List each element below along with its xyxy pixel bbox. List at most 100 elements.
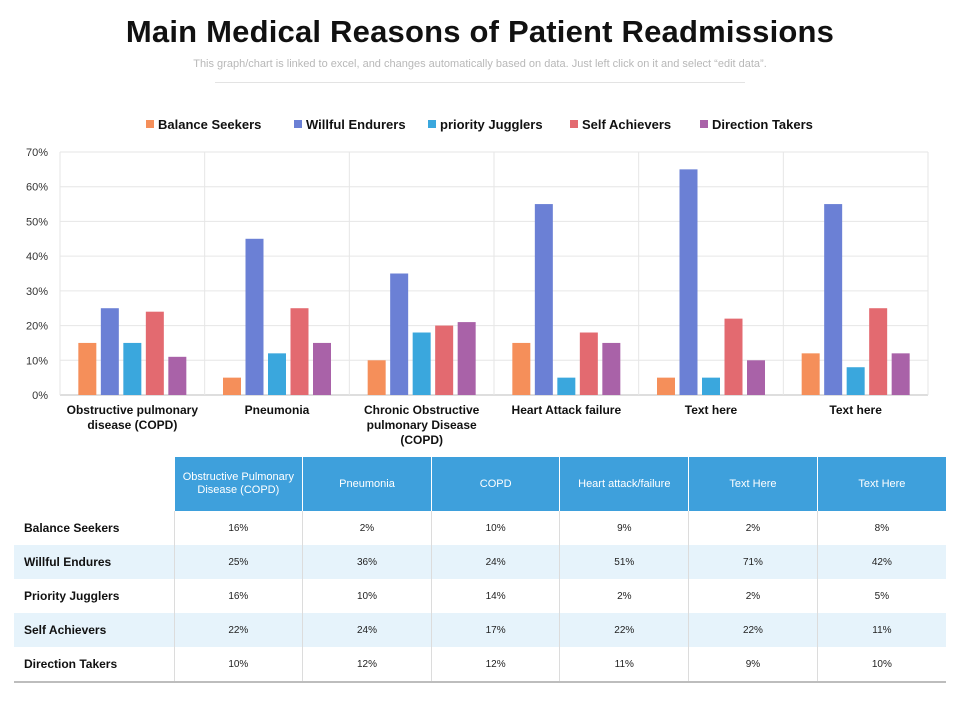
table-cell: 2% [302, 511, 432, 545]
bar[interactable] [223, 377, 241, 395]
table-cell: 11% [559, 647, 689, 683]
y-tick-label: 50% [26, 216, 48, 228]
bar[interactable] [268, 353, 286, 395]
legend-swatch [700, 120, 708, 128]
bar[interactable] [313, 342, 331, 395]
table-cell: 10% [173, 647, 303, 683]
table-col-header: Pneumonia [302, 457, 432, 511]
table-cell: 10% [302, 579, 432, 613]
legend-swatch [570, 120, 578, 128]
y-tick-label: 0% [32, 390, 48, 402]
x-tick-label: Text here [685, 403, 738, 417]
legend-label: Self Achievers [582, 117, 671, 132]
table-cell: 71% [688, 545, 818, 579]
y-tick-label: 30% [26, 286, 48, 298]
table-cell: 11% [816, 613, 946, 647]
bar-chart[interactable]: Balance Seekers Willful Endurers priority … [0, 100, 960, 455]
page-subtitle: This graph/chart is linked to excel, and… [193, 58, 767, 70]
bar[interactable] [512, 342, 531, 395]
table-cell: 16% [173, 579, 303, 613]
page-title: Main Medical Reasons of Patient Readmiss… [125, 14, 835, 49]
table-cell: 22% [559, 613, 689, 647]
chart-bars [78, 169, 910, 396]
table-row: Balance Seekers 16% 2% 10% 9% 2% 8% [14, 511, 946, 545]
legend-swatch [428, 120, 436, 128]
data-table: Obstructive Pulmonary Disease (COPD) Pne… [14, 457, 946, 683]
table-cell: 22% [688, 613, 818, 647]
bar[interactable] [123, 342, 142, 395]
bar[interactable] [245, 238, 264, 395]
row-label: Direction Takers [14, 647, 174, 683]
table-col-header: Obstructive Pulmonary Disease (COPD) [173, 457, 303, 511]
legend-label: Direction Takers [712, 117, 813, 132]
table-cell: 9% [559, 511, 689, 545]
bar[interactable] [679, 169, 698, 395]
table-cell: 14% [430, 579, 560, 613]
y-tick-label: 70% [26, 147, 48, 159]
chart-legend: Balance Seekers Willful Endurers priority … [146, 117, 813, 132]
x-tick-label: Chronic Obstructive pulmonary Disease (COP… [364, 403, 480, 447]
bar[interactable] [702, 377, 720, 395]
table-col-header: Heart attack/failure [559, 457, 689, 511]
bar[interactable] [168, 356, 187, 395]
bar[interactable] [412, 332, 431, 395]
y-tick-label: 40% [26, 251, 48, 263]
chart-gridlines [59, 151, 929, 396]
bar[interactable] [367, 360, 386, 395]
subtitle-divider [215, 82, 745, 83]
bar[interactable] [891, 353, 910, 395]
bar[interactable] [534, 204, 553, 395]
bar[interactable] [557, 377, 576, 395]
bar[interactable] [579, 332, 598, 395]
legend-swatch [146, 120, 154, 128]
bar[interactable] [846, 367, 865, 395]
bar[interactable] [747, 360, 765, 395]
bar[interactable] [78, 342, 97, 395]
bar[interactable] [801, 353, 820, 395]
x-tick-label: Obstructive pulmonary disease (COPD) [67, 403, 199, 432]
table-cell: 22% [173, 613, 303, 647]
table-row: Willful Endures 25% 36% 24% 51% 71% 42% [14, 545, 946, 579]
row-label: Balance Seekers [24, 521, 120, 535]
table-cell: 16% [173, 511, 303, 545]
table-cell: 2% [688, 579, 818, 613]
table-cell: 24% [430, 545, 560, 579]
table-cell: 42% [816, 545, 946, 579]
bar[interactable] [145, 311, 164, 395]
table-cell: 8% [816, 511, 946, 545]
bar[interactable] [869, 308, 888, 395]
bar[interactable] [724, 318, 743, 395]
legend-swatch [294, 120, 302, 128]
table-cell: 36% [302, 545, 432, 579]
y-tick-label: 60% [26, 182, 48, 194]
table-cell: 10% [816, 647, 946, 683]
x-tick-label: Text here [829, 403, 882, 417]
bar[interactable] [602, 342, 621, 395]
table-col-header: COPD [430, 457, 560, 511]
table-cell: 12% [430, 647, 560, 683]
bar[interactable] [290, 308, 309, 395]
table-corner-cell [14, 457, 174, 511]
legend-label: Willful Endurers [306, 117, 406, 132]
x-tick-label: Pneumonia [245, 403, 310, 417]
table-cell: 2% [559, 579, 689, 613]
bar[interactable] [100, 308, 119, 395]
table-row: Priority Jugglers 16% 10% 14% 2% 2% 5% [14, 579, 946, 613]
row-label: Self Achievers [14, 613, 174, 647]
chart-x-axis: Obstructive pulmonary disease (COPD) Pneum… [67, 403, 883, 447]
table-col-header: Text Here [816, 457, 946, 511]
bar[interactable] [824, 204, 843, 395]
x-tick-label: Heart Attack failure [512, 403, 622, 417]
table-row: Direction Takers 10% 12% 12% 11% 9% 10% [14, 647, 946, 683]
table-cell: 2% [688, 511, 818, 545]
table-header-row: Obstructive Pulmonary Disease (COPD) Pne… [14, 457, 946, 511]
row-label: Priority Jugglers [24, 589, 120, 603]
row-label: Willful Endures [14, 545, 174, 579]
table-cell: 5% [816, 579, 946, 613]
table-cell: 9% [688, 647, 818, 683]
bar[interactable] [657, 377, 675, 395]
table-cell: 25% [173, 545, 303, 579]
bar[interactable] [435, 325, 454, 395]
bar[interactable] [390, 273, 409, 396]
bar[interactable] [457, 322, 476, 395]
